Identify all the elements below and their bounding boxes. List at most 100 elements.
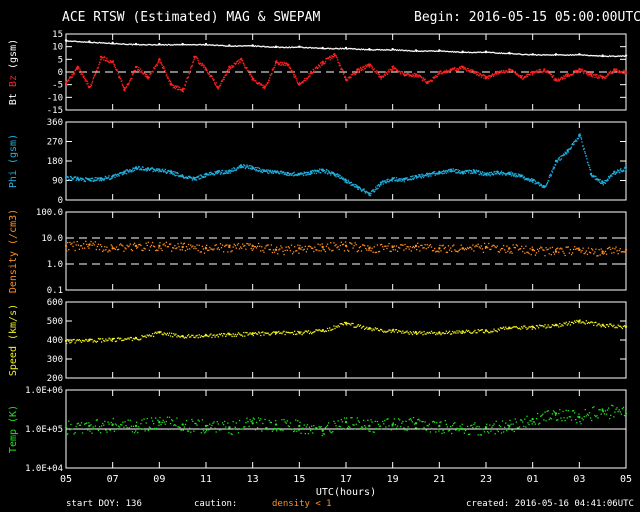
- data-dot: [501, 52, 504, 55]
- data-dot: [391, 425, 393, 427]
- data-dot: [250, 168, 252, 170]
- data-dot: [613, 251, 615, 254]
- data-dot: [511, 252, 513, 254]
- data-dot: [540, 325, 542, 327]
- data-dot: [479, 51, 481, 53]
- data-point: [286, 63, 289, 66]
- data-dot: [263, 251, 265, 253]
- data-dot: [305, 46, 307, 49]
- data-dot: [247, 45, 249, 47]
- data-dot: [163, 65, 165, 68]
- data-point: [461, 330, 464, 333]
- data-dot: [80, 41, 83, 43]
- data-dot: [452, 170, 454, 172]
- data-dot: [152, 422, 155, 425]
- data-dot: [213, 79, 215, 81]
- data-dot: [572, 144, 574, 146]
- data-dot: [410, 50, 412, 52]
- data-dot: [156, 64, 158, 67]
- data-dot: [291, 46, 294, 48]
- data-dot: [360, 189, 362, 191]
- data-dot: [167, 334, 170, 336]
- data-dot: [607, 179, 609, 181]
- data-dot: [301, 80, 304, 83]
- data-dot: [484, 247, 487, 249]
- data-dot: [126, 43, 128, 46]
- data-dot: [68, 340, 70, 342]
- data-dot: [472, 244, 474, 246]
- data-point: [286, 171, 289, 175]
- data-dot: [116, 68, 118, 71]
- data-dot: [530, 71, 532, 74]
- data-point: [298, 247, 301, 250]
- data-dot: [98, 338, 101, 340]
- data-dot: [104, 42, 106, 44]
- data-dot: [195, 44, 197, 46]
- data-dot: [314, 169, 317, 172]
- data-dot: [163, 421, 165, 423]
- data-dot: [387, 71, 389, 73]
- data-dot: [230, 251, 232, 253]
- data-dot: [157, 62, 159, 64]
- data-point: [496, 170, 499, 174]
- data-dot: [378, 48, 381, 51]
- data-dot: [510, 250, 512, 253]
- data-dot: [395, 68, 397, 70]
- data-dot: [341, 421, 344, 423]
- data-point: [333, 53, 336, 56]
- data-dot: [82, 41, 85, 43]
- data-dot: [568, 321, 571, 323]
- data-dot: [479, 173, 481, 176]
- data-dot: [501, 327, 504, 330]
- data-dot: [506, 245, 508, 247]
- data-dot: [347, 249, 349, 251]
- data-dot: [177, 426, 179, 428]
- data-dot: [206, 429, 208, 431]
- data-dot: [530, 420, 532, 422]
- data-point: [333, 172, 336, 176]
- data-dot: [105, 338, 107, 340]
- data-dot: [222, 423, 225, 426]
- data-dot: [610, 323, 612, 325]
- data-dot: [244, 244, 246, 247]
- data-dot: [178, 86, 181, 88]
- data-dot: [413, 423, 416, 425]
- data-dot: [309, 173, 312, 176]
- data-dot: [82, 178, 85, 180]
- data-dot: [327, 422, 330, 424]
- data-dot: [402, 49, 404, 51]
- data-dot: [403, 332, 405, 334]
- data-dot: [257, 45, 260, 47]
- data-dot: [404, 177, 407, 179]
- data-dot: [181, 429, 183, 431]
- data-dot: [458, 66, 461, 69]
- data-dot: [504, 249, 506, 251]
- data-dot: [589, 169, 592, 171]
- data-dot: [284, 249, 286, 252]
- data-dot: [195, 56, 198, 58]
- data-dot: [91, 244, 93, 246]
- data-dot: [509, 173, 512, 176]
- data-dot: [512, 53, 514, 55]
- data-dot: [622, 251, 625, 253]
- data-dot: [294, 46, 296, 49]
- data-dot: [262, 45, 264, 47]
- data-dot: [98, 63, 100, 66]
- data-point: [64, 339, 68, 343]
- data-dot: [623, 55, 626, 57]
- data-dot: [209, 423, 211, 425]
- data-dot: [308, 73, 310, 75]
- data-dot: [587, 73, 590, 75]
- data-dot: [432, 249, 435, 252]
- data-dot: [148, 249, 151, 251]
- data-point: [508, 51, 511, 55]
- data-dot: [351, 183, 354, 186]
- data-dot: [394, 424, 397, 426]
- data-dot: [395, 245, 398, 247]
- data-dot: [523, 325, 525, 327]
- data-dot: [103, 179, 105, 181]
- data-point: [601, 323, 604, 326]
- data-dot: [133, 169, 136, 171]
- data-dot: [154, 43, 156, 46]
- ytick-label: 300: [47, 355, 63, 365]
